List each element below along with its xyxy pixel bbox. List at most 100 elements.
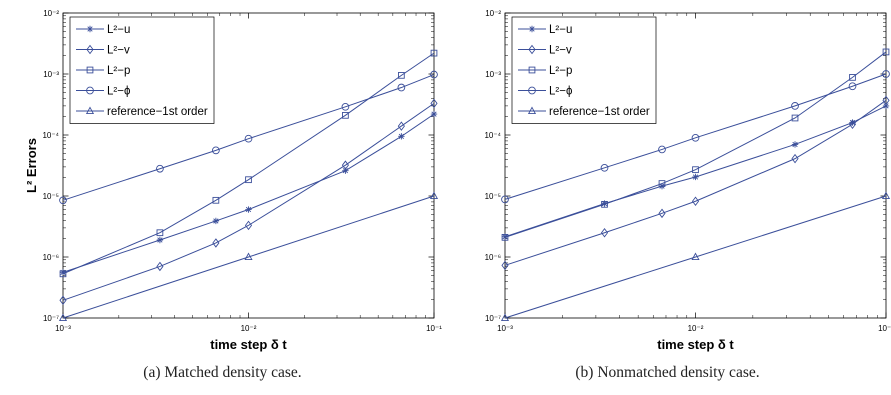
series-line [62, 102, 435, 301]
legend-label: L²−u [549, 24, 572, 36]
minor-ticks [63, 13, 434, 318]
data-point [430, 70, 438, 79]
data-point [156, 164, 164, 173]
series-line [504, 73, 887, 200]
data-point [500, 313, 510, 322]
legend-label: L²−ϕ [107, 86, 130, 98]
data-point [397, 121, 405, 131]
x-tick-label: 10⁻¹ [426, 324, 442, 333]
data-point [881, 191, 891, 200]
data-point [601, 200, 608, 207]
x-axis-label: time step δ t [210, 337, 287, 352]
y-tick-label: 10⁻³ [485, 70, 501, 79]
data-point [501, 233, 509, 240]
y-axis-label: L² Errors [24, 138, 39, 193]
data-point [212, 196, 220, 204]
data-point [691, 133, 700, 142]
y-tick-label: 10⁻⁵ [43, 192, 59, 201]
data-point [882, 102, 890, 110]
legend-marker [86, 66, 94, 74]
data-point [430, 110, 438, 118]
legend-marker [85, 106, 95, 115]
legend-marker [86, 44, 94, 55]
y-tick-label: 10⁻⁴ [42, 131, 59, 140]
legend-label: L²−p [549, 65, 572, 77]
data-point [342, 111, 349, 119]
data-point [848, 119, 857, 130]
data-point [658, 145, 666, 154]
y-tick-label: 10⁻² [485, 9, 501, 18]
legend-item-l2-phi: L²−ϕ [76, 86, 130, 98]
series-l2-phi [501, 70, 890, 204]
data-point [691, 196, 700, 207]
x-tick-label: 10⁻¹ [878, 324, 891, 333]
data-point [398, 72, 405, 79]
data-point [791, 141, 799, 148]
data-point [501, 195, 509, 204]
data-point [501, 233, 509, 241]
data-point [691, 252, 700, 261]
series-l2-phi [59, 70, 438, 205]
x-tick-label: 10⁻³ [497, 324, 513, 333]
legend-marker [528, 86, 536, 95]
data-point [212, 217, 220, 225]
legend-marker [527, 106, 537, 115]
chart-nonmatched-density: 10⁻³ 10⁻² 10⁻¹ 10⁻⁷ 10⁻⁶ 10⁻⁵ 10⁻⁴ 10⁻³ 10⁻² time… [484, 9, 891, 352]
series-l2-v [59, 98, 438, 306]
data-point [244, 134, 253, 143]
y-tick-label: 10⁻⁶ [43, 253, 59, 262]
legend-marker [86, 86, 94, 95]
legend-item-l2-u: L²−u [76, 24, 130, 36]
data-point [882, 48, 890, 56]
data-point [429, 191, 439, 200]
legend-label: L²−u [107, 24, 130, 36]
chart-matched-density: 10⁻³ 10⁻² 10⁻¹ 10⁻⁷ 10⁻⁶ 10⁻⁵ 10⁻⁴ 10⁻³ 10⁻² time… [24, 9, 442, 352]
data-point [244, 252, 253, 261]
legend-item-l2-p: L²−p [76, 65, 130, 77]
data-point [882, 95, 890, 106]
caption-b: (b) Nonmatched density case. [575, 364, 760, 381]
data-point [59, 196, 67, 205]
data-point [212, 146, 220, 155]
legend-item-reference-1st-order: reference−1st order [518, 106, 650, 118]
series-line [504, 195, 887, 319]
legend-label: L²−v [549, 45, 572, 57]
series-line [62, 195, 435, 319]
data-point [397, 83, 406, 92]
series-l2-p [501, 48, 890, 241]
y-tick-label: 10⁻⁴ [484, 131, 501, 140]
x-axis-ticks: 10⁻³ 10⁻² 10⁻¹ [497, 13, 891, 333]
data-point [212, 238, 220, 248]
legend-label: L²−v [107, 45, 130, 57]
legend-item-reference-1st-order: reference−1st order [76, 106, 208, 118]
legend-label: L²−ϕ [549, 86, 572, 98]
x-axis-label: time step δ t [657, 337, 734, 352]
series-reference-1st-order [58, 191, 439, 322]
data-point [501, 260, 509, 271]
data-point [600, 227, 609, 238]
series-l2-p [59, 49, 438, 278]
y-tick-label: 10⁻⁷ [43, 314, 59, 323]
data-point [245, 206, 252, 213]
legend-marker [528, 25, 536, 33]
data-point [244, 220, 253, 231]
data-point [692, 166, 699, 174]
data-point [791, 114, 799, 122]
y-tick-label: 10⁻³ [43, 70, 59, 79]
data-point [601, 200, 608, 208]
legend: L²−u L²−v L²−p L²−ϕ reference−1st order [69, 16, 215, 124]
data-point [341, 160, 349, 170]
y-tick-label: 10⁻⁵ [485, 192, 501, 201]
series-line [504, 51, 887, 238]
y-axis-ticks: 10⁻⁷ 10⁻⁶ 10⁻⁵ 10⁻⁴ 10⁻³ 10⁻² [484, 9, 886, 323]
x-tick-label: 10⁻³ [55, 324, 71, 333]
data-point [245, 176, 252, 184]
data-point [59, 269, 67, 276]
y-tick-label: 10⁻² [43, 9, 59, 18]
legend-item-l2-p: L²−p [518, 65, 572, 77]
data-point [59, 295, 67, 306]
legend-marker [528, 44, 536, 55]
legend-item-l2-v: L²−v [518, 45, 572, 57]
data-point [430, 98, 438, 109]
legend-marker [86, 25, 94, 33]
